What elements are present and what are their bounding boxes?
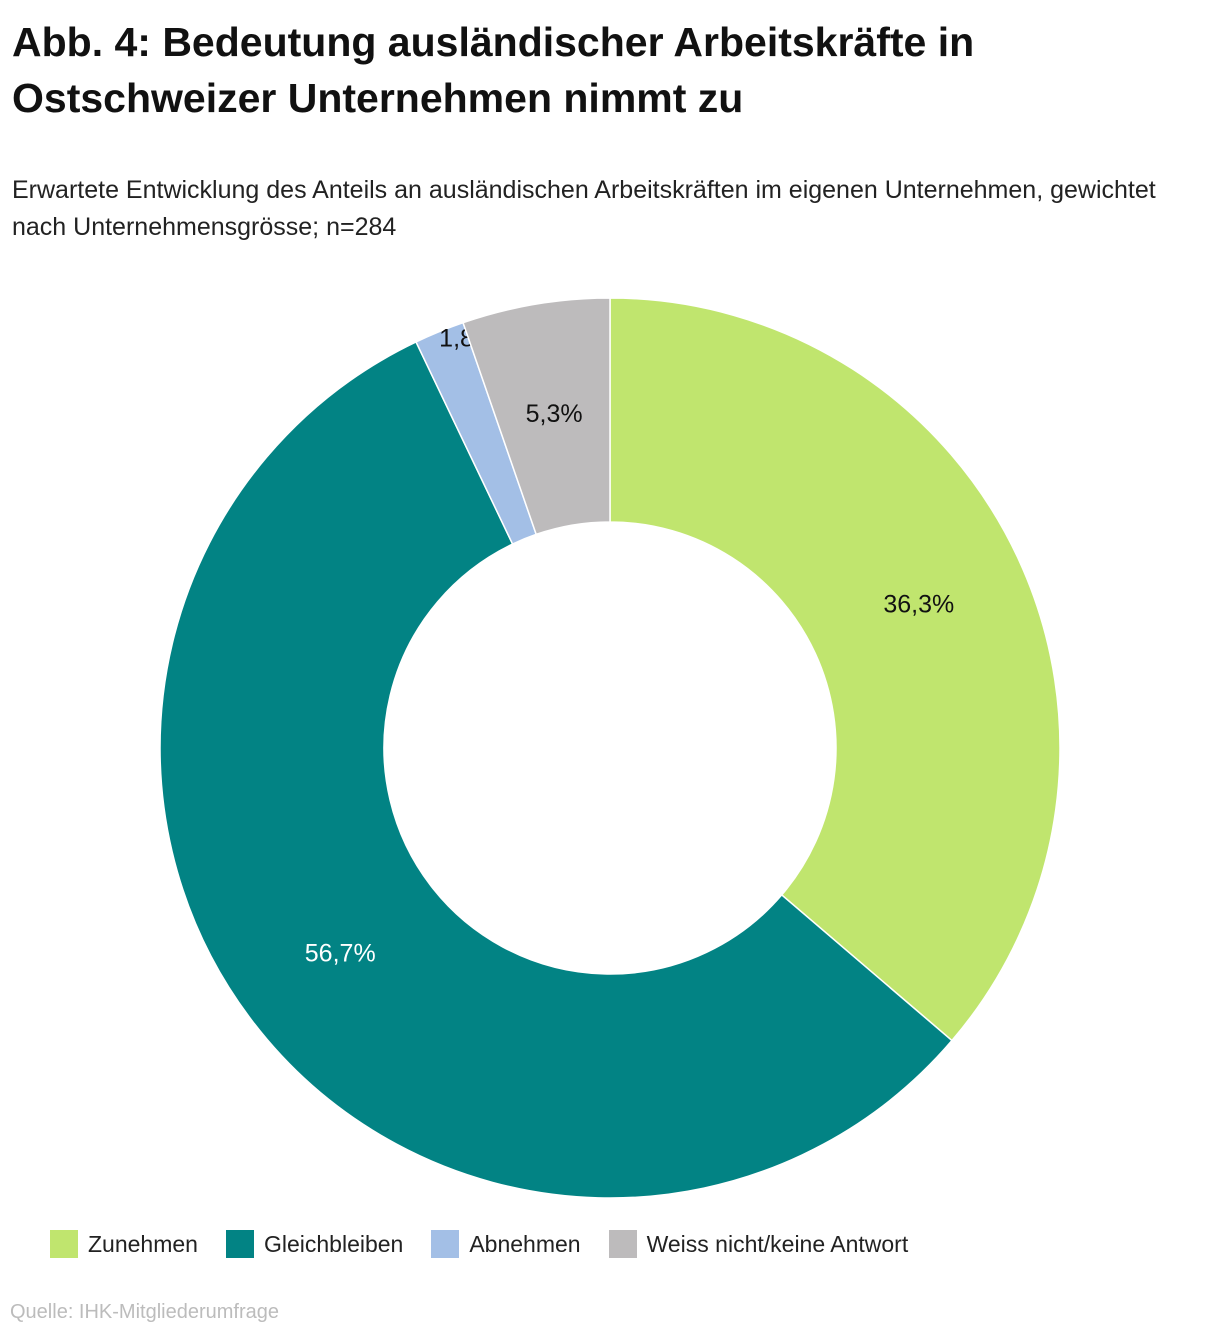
slice-weiss-nicht-keine-antwort [462, 297, 611, 536]
legend-swatch-zunehmen [50, 1230, 78, 1258]
legend-swatch-weiss-nicht [608, 1230, 637, 1258]
legend-label-abnehmen: Abnehmen [469, 1230, 581, 1257]
legend-label-gleichbleiben: Gleichbleiben [263, 1230, 404, 1257]
legend-label-zunehmen: Zunehmen [88, 1230, 198, 1257]
legend-item-abnehmen: Abnehmen [431, 1230, 581, 1258]
data-label-zunehmen: 36,3% [883, 590, 954, 618]
legend-label-weiss-nicht: Weiss nicht/keine Antwort [646, 1230, 909, 1257]
legend: Zunehmen Gleichbleiben Abnehmen Weiss ni… [50, 1229, 936, 1259]
legend-swatch-abnehmen [431, 1230, 460, 1258]
chart-subtitle: Erwartete Entwicklung des Anteils an aus… [12, 176, 1156, 241]
source-note: Quelle: IHK-Mitgliederumfrage [10, 1301, 279, 1323]
legend-swatch-gleichbleiben [225, 1230, 254, 1258]
legend-item-gleichbleiben: Gleichbleiben [225, 1230, 404, 1258]
legend-item-weiss-nicht: Weiss nicht/keine Antwort [608, 1230, 909, 1258]
data-label-weiss-nicht-keine-antwort: 5,3% [526, 400, 583, 428]
data-label-gleichbleiben: 56,7% [305, 940, 376, 968]
slice-gleichbleiben [159, 340, 953, 1199]
slice-zunehmen [609, 297, 1061, 1042]
legend-item-zunehmen: Zunehmen [50, 1230, 198, 1258]
donut-chart: 36,3%56,7%1,8%5,3% [159, 297, 1061, 1199]
chart-title: Abb. 4: Bedeutung ausländischer Arbeitsk… [12, 19, 975, 121]
